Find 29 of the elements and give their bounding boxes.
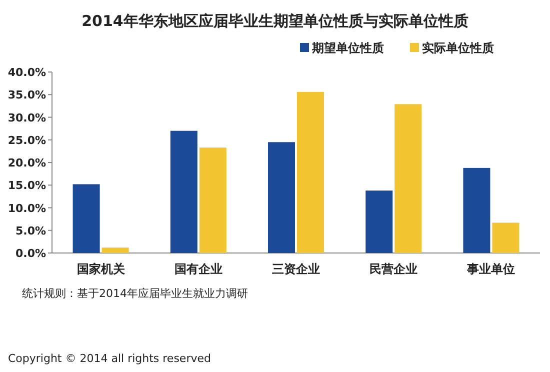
- y-tick-label: 40.0%: [8, 66, 46, 79]
- bar: [366, 190, 393, 253]
- y-tick-label: 5.0%: [15, 224, 46, 238]
- legend-label: 实际单位性质: [422, 41, 494, 55]
- x-tick-label: 三资企业: [272, 262, 320, 276]
- y-tick-label: 25.0%: [8, 134, 46, 147]
- bar: [297, 92, 324, 253]
- bar: [394, 104, 422, 253]
- y-tick-label: 20.0%: [8, 156, 46, 170]
- y-tick-label: 15.0%: [8, 179, 46, 192]
- bar: [463, 168, 490, 253]
- text: Copyright © 2014 all rights reserved: [8, 352, 211, 365]
- bar: [199, 148, 226, 253]
- y-tick-label: 30.0%: [8, 111, 46, 124]
- chart-title: 2014年华东地区应届毕业生期望单位性质与实际单位性质: [82, 12, 468, 30]
- y-tick-label: 10.0%: [8, 202, 46, 215]
- bar: [72, 184, 100, 253]
- text: 统计规则：基于2014年应届毕业生就业力调研: [22, 287, 248, 300]
- x-tick-label: 民营企业: [370, 262, 418, 276]
- bar: [102, 248, 129, 253]
- x-tick-label: 国家机关: [76, 262, 126, 276]
- x-tick-label: 事业单位: [466, 262, 516, 276]
- x-tick-label: 国有企业: [174, 262, 222, 276]
- bar: [268, 142, 295, 253]
- y-tick-label: 0.0%: [15, 247, 46, 260]
- legend-label: 期望单位性质: [311, 41, 384, 55]
- y-tick-label: 35.0%: [8, 88, 46, 102]
- bar: [492, 222, 520, 253]
- bar: [170, 130, 198, 253]
